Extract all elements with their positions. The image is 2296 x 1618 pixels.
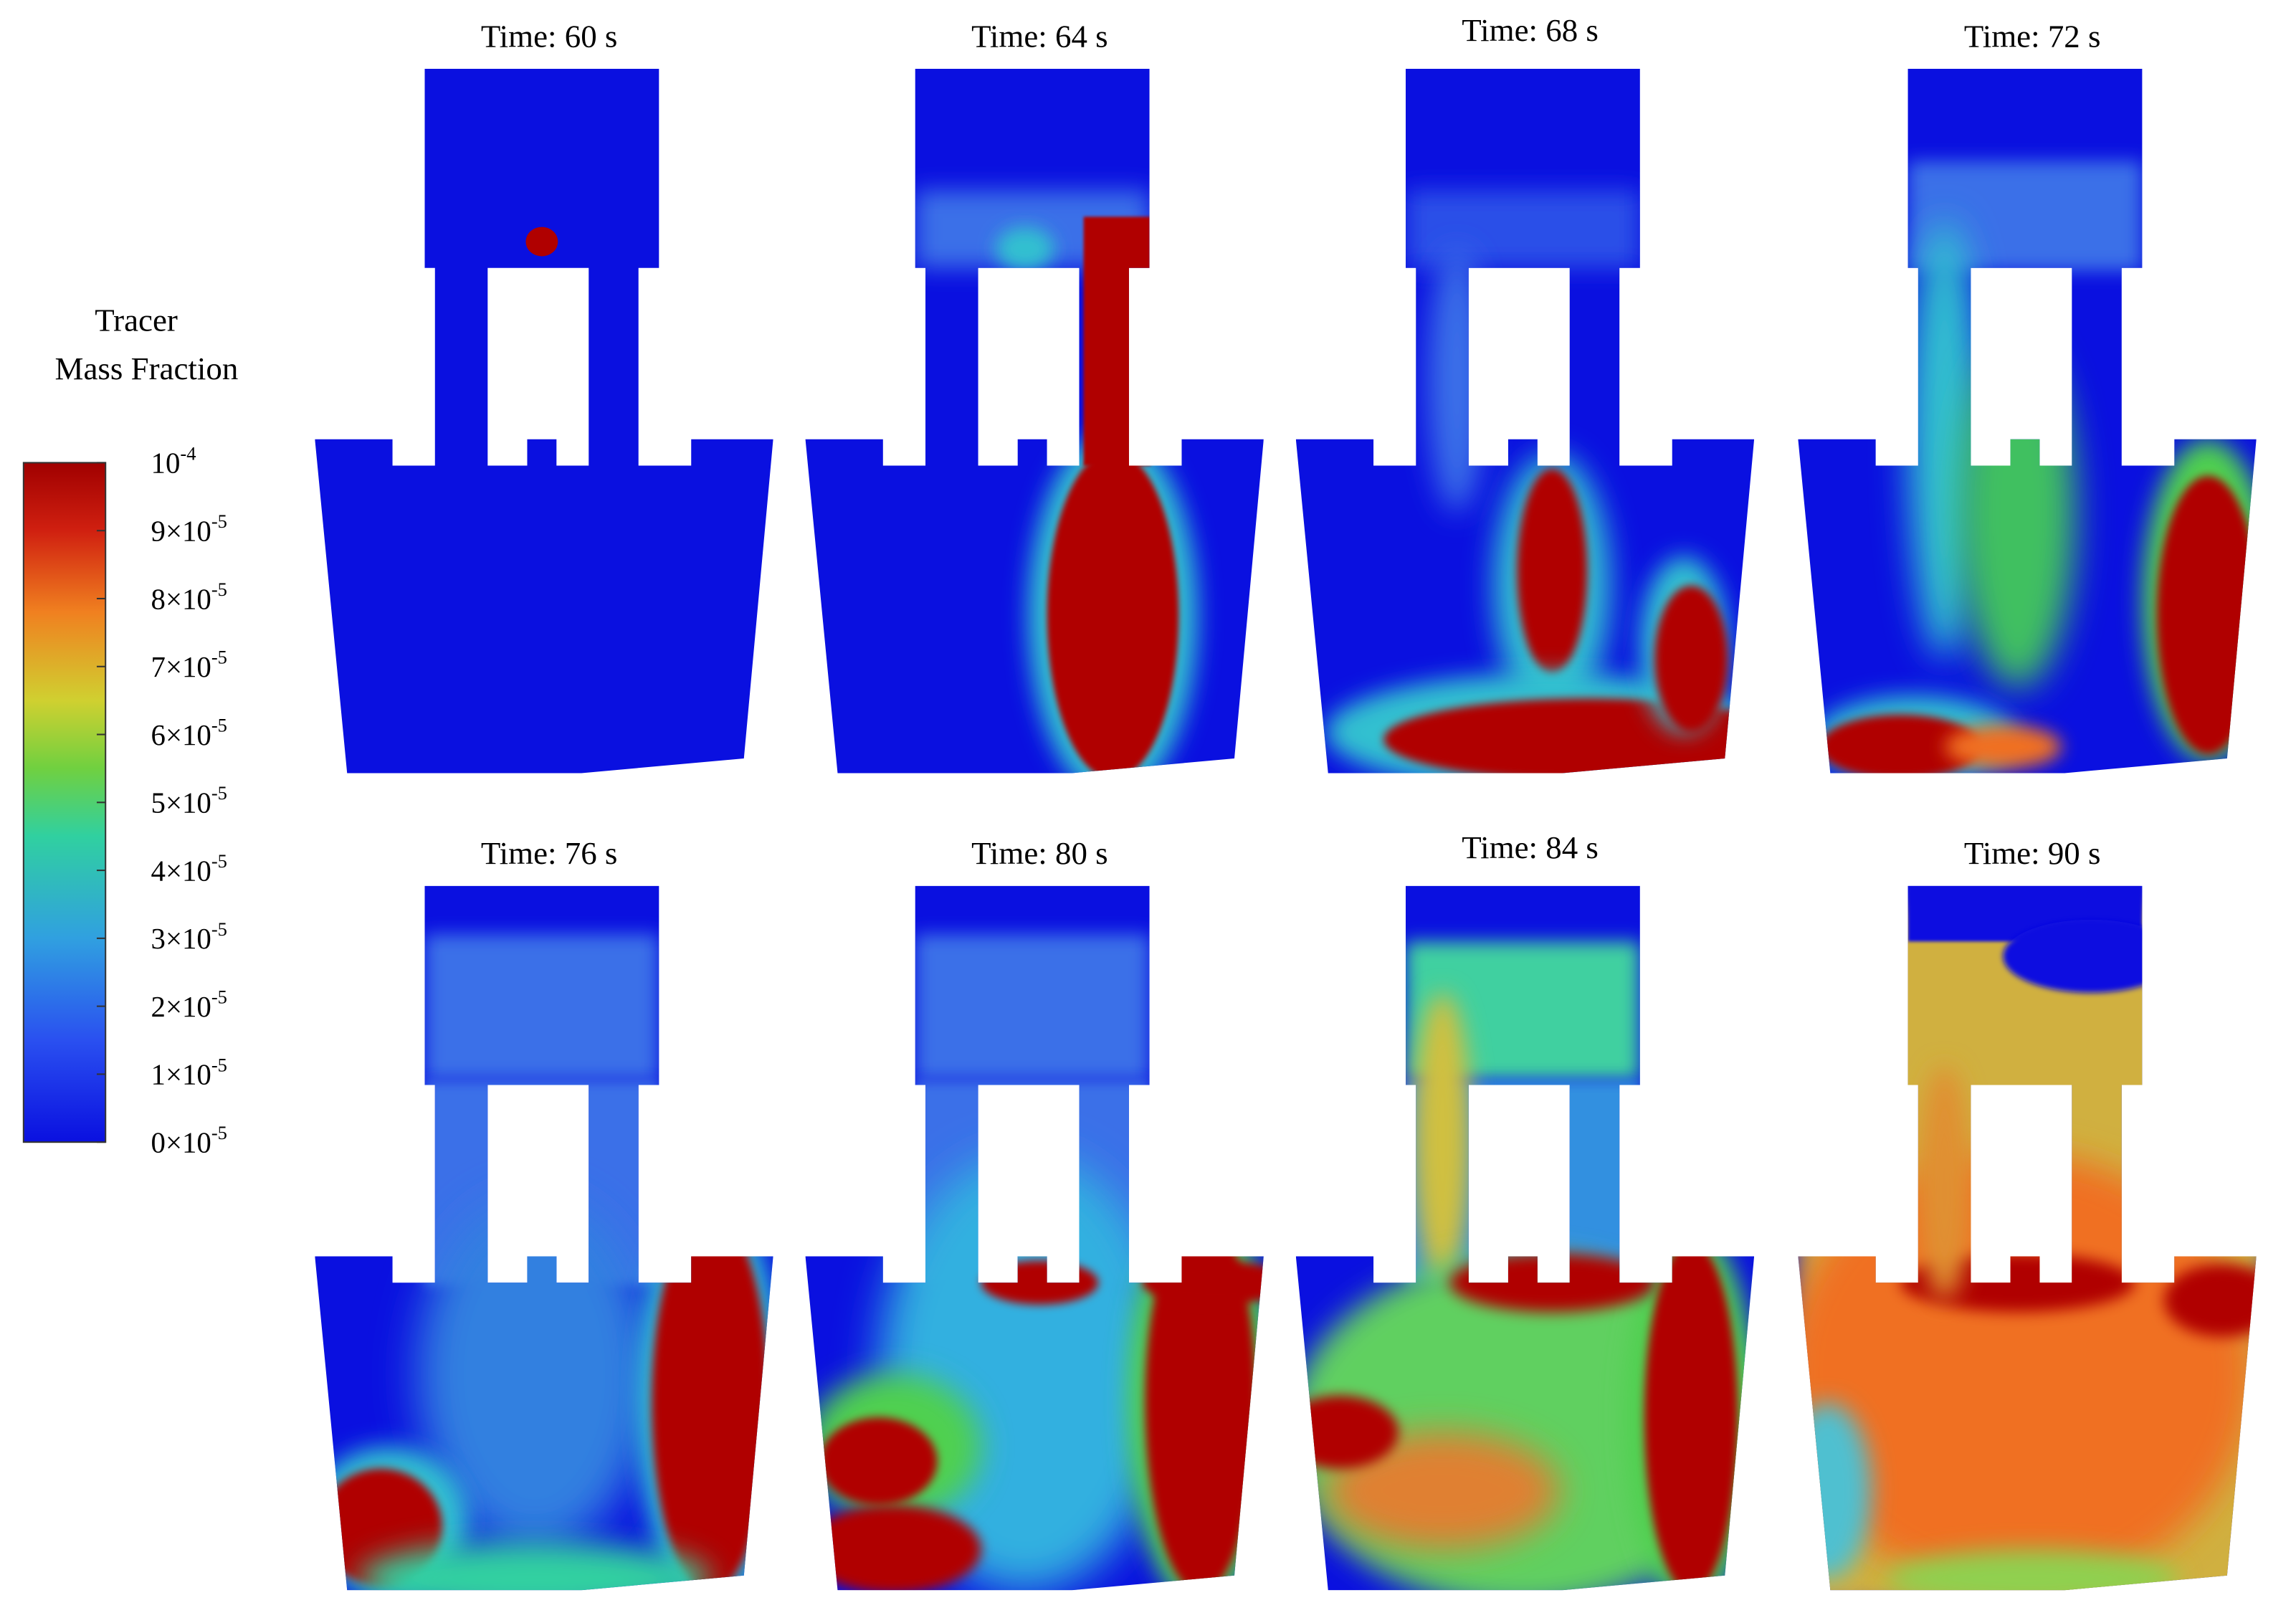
contour-region: [819, 1417, 938, 1505]
colorbar-label: 3×10-5: [151, 918, 227, 955]
contour-panel: Time: 68 s: [1295, 12, 1755, 774]
contour-region: [2156, 475, 2257, 754]
label-exponent: -5: [211, 1054, 227, 1075]
contour-panel: Time: 60 s: [315, 18, 773, 774]
contour-region: [1142, 1260, 1264, 1305]
panel-title: Time: 60 s: [481, 18, 618, 54]
legend: Tracer Mass Fraction 10-49×10-58×10-57×1…: [22, 303, 239, 1158]
panel-title: Time: 80 s: [971, 835, 1108, 871]
colorbar-label: 2×10-5: [151, 986, 227, 1023]
contour-region: [417, 1197, 652, 1550]
label-exponent: -5: [211, 850, 227, 872]
contour-field: [805, 885, 1264, 1591]
label-exponent: -5: [211, 714, 227, 736]
label-base: 3×10: [151, 923, 211, 955]
colorbar-label: 5×10-5: [151, 782, 227, 819]
contour-region: [1820, 714, 1981, 774]
label-base: 1×10: [151, 1059, 211, 1091]
contour-region: [1654, 586, 1728, 733]
contour-region: [1413, 992, 1472, 1286]
label-exponent: -5: [211, 647, 227, 668]
contour-region: [1325, 1432, 1560, 1550]
contour-panel: Time: 76 s: [315, 835, 773, 1591]
contour-panel: Time: 84 s: [1295, 829, 1755, 1591]
contour-region: [805, 1505, 981, 1591]
colorbar-label: 0×10-5: [151, 1122, 227, 1158]
contour-region: [1959, 336, 2077, 688]
contour-region: [915, 934, 1150, 1081]
contour-field: [315, 68, 773, 774]
label-base: 5×10: [151, 787, 211, 819]
contour-region: [424, 934, 659, 1081]
contour-region: [1885, 1549, 2179, 1591]
panel-title: Time: 90 s: [1964, 835, 2101, 871]
contour-region: [1944, 725, 2062, 769]
colorbar-label: 10-4: [151, 442, 196, 479]
contour-region: [981, 1260, 1099, 1305]
contour-region: [2003, 919, 2179, 993]
label-exponent: -5: [211, 1122, 227, 1143]
contour-field: [1798, 885, 2257, 1591]
contour-region: [525, 227, 558, 257]
contour-panel: Time: 72 s: [1798, 18, 2257, 774]
legend-title: Mass Fraction: [55, 351, 239, 386]
contour-region: [1918, 1065, 1971, 1300]
contour-panel: Time: 90 s: [1798, 835, 2257, 1591]
label-exponent: -5: [211, 782, 227, 804]
label-exponent: -5: [211, 918, 227, 940]
contour-region: [1145, 1212, 1257, 1591]
label-exponent: -5: [211, 510, 227, 532]
contour-field: [1295, 68, 1755, 774]
colorbar: [22, 462, 107, 1143]
contour-region: [358, 1541, 710, 1591]
colorbar-label: 7×10-5: [151, 647, 227, 683]
contour-region: [1427, 249, 1487, 513]
contour-field: [805, 68, 1264, 774]
contour-region: [2164, 1263, 2257, 1337]
contour-region: [1083, 216, 1151, 466]
contour-region: [652, 1212, 769, 1591]
label-base: 8×10: [151, 583, 211, 615]
label-base: 2×10: [151, 991, 211, 1023]
label-base: 6×10: [151, 719, 211, 751]
label-exponent: -5: [211, 986, 227, 1008]
label-base: 9×10: [151, 515, 211, 548]
contour-region: [1295, 1395, 1399, 1469]
colorbar-label: 1×10-5: [151, 1054, 227, 1090]
colorbar-label: 6×10-5: [151, 714, 227, 751]
contour-region: [1383, 698, 1755, 774]
contour-field: [1295, 885, 1755, 1591]
contour-region: [1798, 1402, 1872, 1579]
colorbar-label: 9×10-5: [151, 510, 227, 547]
contour-field: [315, 885, 773, 1591]
label-exponent: -5: [211, 579, 227, 600]
panel-title: Time: 64 s: [971, 18, 1108, 54]
label-base: 7×10: [151, 651, 211, 683]
contour-region: [1405, 190, 1640, 268]
panel-title: Time: 72 s: [1964, 18, 2101, 54]
legend-title: Tracer: [95, 303, 178, 338]
colorbar-label: 8×10-5: [151, 579, 227, 615]
contour-panel: Time: 80 s: [805, 835, 1264, 1591]
contour-panel: Time: 64 s: [805, 18, 1264, 774]
contour-field: [1798, 68, 2257, 774]
label-exponent: -4: [180, 442, 196, 464]
field-background: [315, 68, 773, 774]
contour-region: [1047, 451, 1179, 774]
colorbar-label: 4×10-5: [151, 850, 227, 887]
contour-region: [1449, 1253, 1655, 1313]
contour-region: [996, 227, 1054, 271]
contour-region: [1517, 468, 1588, 674]
panel-title: Time: 76 s: [481, 835, 618, 871]
panel-title: Time: 68 s: [1462, 12, 1599, 48]
label-base: 4×10: [151, 855, 211, 887]
panel-title: Time: 84 s: [1462, 829, 1599, 865]
contour-region: [1644, 1242, 1738, 1591]
label-base: 0×10: [151, 1126, 211, 1158]
label-base: 10: [151, 447, 181, 480]
